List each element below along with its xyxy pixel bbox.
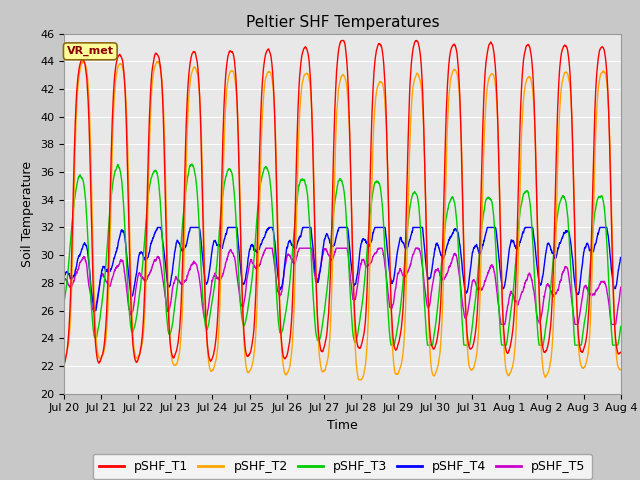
Text: VR_met: VR_met (67, 46, 114, 57)
pSHF_T3 (60, 300, 68, 306)
pSHF_T5 (547, 286, 554, 292)
Line: pSHF_T1: pSHF_T1 (64, 40, 621, 364)
pSHF_T4 (91, 308, 99, 313)
pSHF_T5 (617, 284, 625, 290)
pSHF_T1 (298, 54, 305, 60)
pSHF_T1 (606, 158, 614, 164)
pSHF_T2 (80, 58, 88, 64)
pSHF_T4 (60, 275, 68, 281)
pSHF_T2 (60, 355, 68, 361)
pSHF_T5 (497, 322, 505, 327)
pSHF_T4 (606, 253, 614, 259)
pSHF_T5 (157, 261, 164, 267)
pSHF_T5 (262, 245, 269, 251)
pSHF_T2 (355, 377, 363, 383)
Legend: pSHF_T1, pSHF_T2, pSHF_T3, pSHF_T4, pSHF_T5: pSHF_T1, pSHF_T2, pSHF_T3, pSHF_T4, pSHF… (93, 454, 592, 480)
pSHF_T4 (298, 228, 306, 233)
pSHF_T3 (274, 310, 282, 315)
pSHF_T3 (298, 177, 306, 183)
Line: pSHF_T4: pSHF_T4 (64, 228, 621, 311)
pSHF_T3 (617, 324, 625, 329)
pSHF_T5 (298, 245, 306, 251)
pSHF_T3 (124, 280, 131, 286)
pSHF_T2 (547, 360, 554, 366)
pSHF_T1 (157, 65, 164, 71)
pSHF_T1 (337, 37, 345, 43)
pSHF_T3 (387, 342, 395, 348)
pSHF_T4 (124, 262, 132, 268)
pSHF_T4 (547, 244, 554, 250)
Line: pSHF_T5: pSHF_T5 (64, 248, 621, 324)
pSHF_T1 (124, 166, 131, 171)
Y-axis label: Soil Temperature: Soil Temperature (22, 161, 35, 266)
pSHF_T3 (188, 161, 196, 167)
X-axis label: Time: Time (327, 419, 358, 432)
pSHF_T2 (298, 84, 306, 89)
pSHF_T4 (274, 273, 282, 278)
pSHF_T2 (274, 217, 282, 223)
pSHF_T4 (157, 226, 164, 231)
Line: pSHF_T2: pSHF_T2 (64, 61, 621, 380)
pSHF_T3 (606, 309, 614, 314)
pSHF_T4 (154, 225, 161, 230)
pSHF_T5 (606, 313, 614, 319)
pSHF_T5 (124, 294, 131, 300)
pSHF_T2 (157, 69, 164, 74)
pSHF_T1 (617, 349, 625, 355)
pSHF_T2 (124, 144, 132, 150)
pSHF_T1 (546, 329, 554, 335)
pSHF_T5 (60, 280, 68, 286)
pSHF_T2 (617, 367, 625, 372)
Line: pSHF_T3: pSHF_T3 (64, 164, 621, 345)
pSHF_T5 (274, 288, 282, 293)
Title: Peltier SHF Temperatures: Peltier SHF Temperatures (246, 15, 439, 30)
pSHF_T1 (274, 228, 282, 234)
pSHF_T2 (606, 152, 614, 157)
pSHF_T1 (60, 361, 68, 367)
pSHF_T3 (157, 203, 164, 209)
pSHF_T3 (547, 290, 554, 296)
pSHF_T4 (617, 254, 625, 260)
